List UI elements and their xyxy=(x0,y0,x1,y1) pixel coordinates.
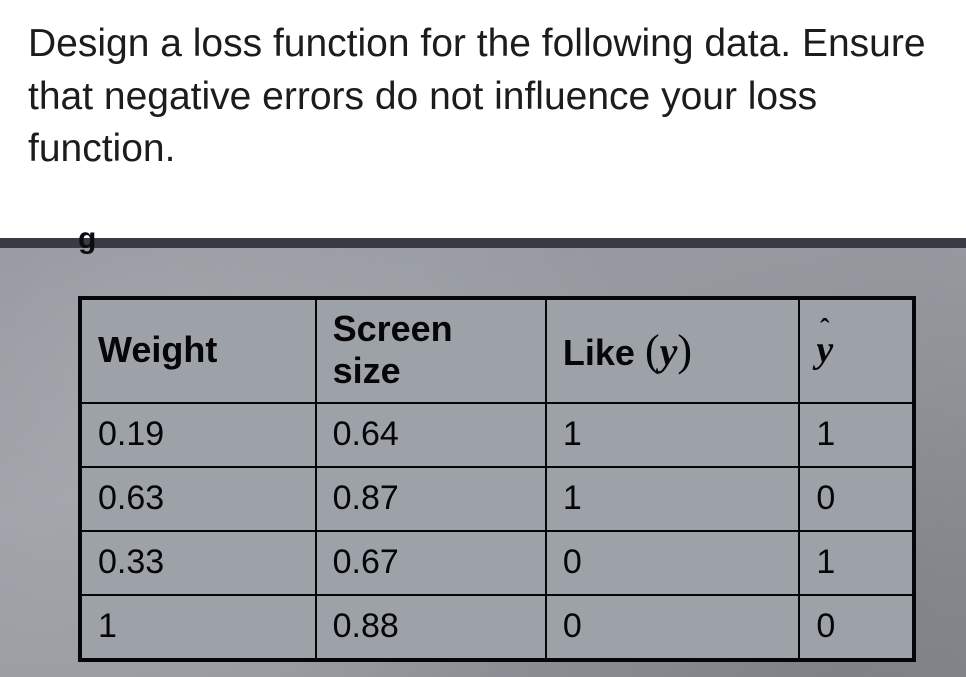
cell-weight: 1 xyxy=(80,595,316,660)
cell-yhat: 0 xyxy=(799,595,914,660)
cell-screen: 0.88 xyxy=(316,595,546,660)
table-row: 0.63 0.87 1 0 xyxy=(80,467,914,531)
cell-screen: 0.64 xyxy=(316,403,546,467)
cell-yhat: 1 xyxy=(799,403,914,467)
table-row: 0.19 0.64 1 1 xyxy=(80,403,914,467)
col-header-screen-size: Screen size xyxy=(316,298,546,403)
embedded-screenshot: g Weight Screen size Like (y) y 0.19 0 xyxy=(0,248,966,677)
table-row: 0.33 0.67 0 1 xyxy=(80,531,914,595)
yhat-symbol: y xyxy=(816,328,833,372)
cell-like: 0 xyxy=(546,531,800,595)
data-table: Weight Screen size Like (y) y 0.19 0.64 … xyxy=(78,296,916,662)
col-header-yhat: y xyxy=(799,298,914,403)
like-label-prefix: Like xyxy=(563,332,645,373)
cell-weight: 0.33 xyxy=(80,531,316,595)
cell-screen: 0.87 xyxy=(316,467,546,531)
cell-like: 1 xyxy=(546,403,800,467)
close-paren: ) xyxy=(677,326,692,375)
table-body: 0.19 0.64 1 1 0.63 0.87 1 0 0.33 0.67 0 … xyxy=(80,403,914,660)
cell-like: 1 xyxy=(546,467,800,531)
cell-weight: 0.63 xyxy=(80,467,316,531)
table-header-row: Weight Screen size Like (y) y xyxy=(80,298,914,403)
like-variable-y: y xyxy=(660,329,678,374)
col-header-like: Like (y) xyxy=(546,298,800,403)
cell-yhat: 1 xyxy=(799,531,914,595)
question-text: Design a loss function for the following… xyxy=(28,18,938,176)
cell-like: 0 xyxy=(546,595,800,660)
cell-screen: 0.67 xyxy=(316,531,546,595)
cropped-label-fragment: g xyxy=(78,222,97,256)
cell-yhat: 0 xyxy=(799,467,914,531)
page-root: Design a loss function for the following… xyxy=(0,0,966,677)
table-row: 1 0.88 0 0 xyxy=(80,595,914,660)
open-paren: ( xyxy=(645,326,660,375)
cell-weight: 0.19 xyxy=(80,403,316,467)
section-divider xyxy=(0,238,966,248)
col-header-weight: Weight xyxy=(80,298,316,403)
